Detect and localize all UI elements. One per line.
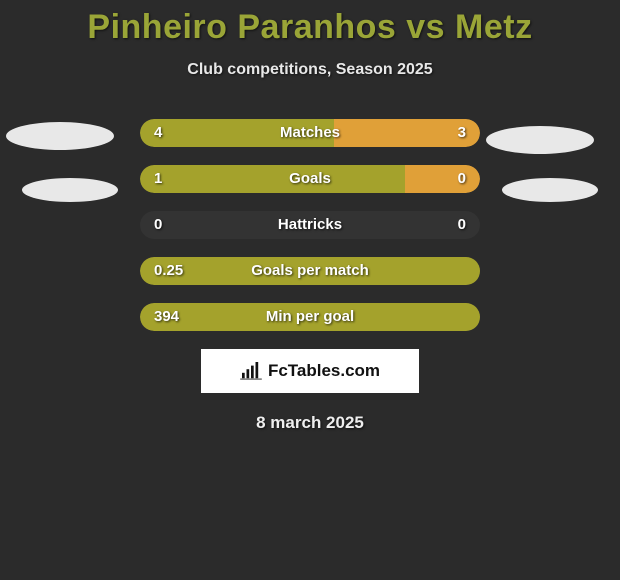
stat-value-left: 4 — [154, 124, 162, 141]
stat-value-left: 1 — [154, 170, 162, 187]
stat-value-left: 0.25 — [154, 262, 183, 279]
stat-value-right: 0 — [458, 170, 466, 187]
stat-label: Hattricks — [140, 216, 480, 233]
date-label: 8 march 2025 — [0, 413, 620, 433]
subtitle: Club competitions, Season 2025 — [0, 61, 620, 79]
stat-label: Matches — [140, 124, 480, 141]
source-badge: FcTables.com — [201, 349, 419, 393]
stat-row: Goals1 0 — [140, 165, 480, 193]
stat-value-right: 0 — [458, 216, 466, 233]
source-badge-text: FcTables.com — [268, 361, 380, 381]
stat-value-right: 3 — [458, 124, 466, 141]
decorative-ellipse-left — [22, 178, 118, 202]
decorative-ellipse-right — [502, 178, 598, 202]
stat-row: Hattricks0 0 — [140, 211, 480, 239]
stat-row: Min per goal394 — [140, 303, 480, 331]
stat-label: Min per goal — [140, 308, 480, 325]
stat-label: Goals — [140, 170, 480, 187]
page-title: Pinheiro Paranhos vs Metz — [0, 0, 620, 47]
decorative-ellipse-right — [486, 126, 594, 154]
stat-value-left: 394 — [154, 308, 179, 325]
stats-container: Matches43Goals10Hattricks00Goals per mat… — [140, 119, 480, 331]
bar-chart-icon — [240, 362, 262, 380]
stat-row: Matches4 3 — [140, 119, 480, 147]
stat-label: Goals per match — [140, 262, 480, 279]
stat-row: Goals per match0.25 — [140, 257, 480, 285]
decorative-ellipse-left — [6, 122, 114, 150]
stat-value-left: 0 — [154, 216, 162, 233]
